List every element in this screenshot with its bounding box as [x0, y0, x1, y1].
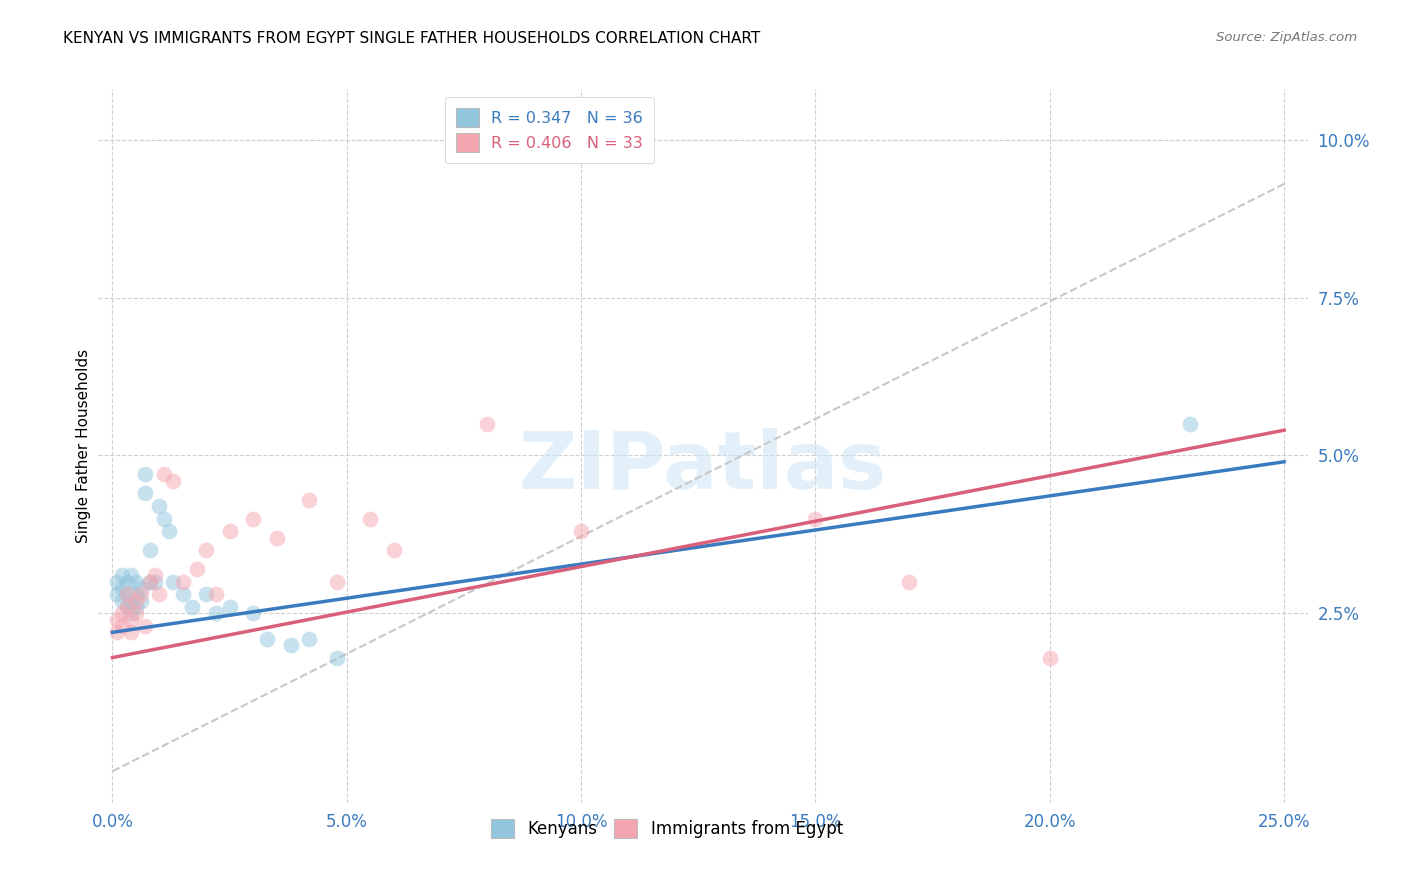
Point: [134, 619, 156, 633]
Point: [105, 625, 128, 640]
Point: [129, 593, 152, 607]
Point: [115, 587, 138, 601]
Point: [172, 587, 194, 601]
Point: [153, 511, 176, 525]
Point: [195, 587, 218, 601]
Point: [111, 607, 134, 621]
Point: [129, 587, 152, 601]
Point: [172, 574, 194, 589]
Point: [143, 574, 166, 589]
Y-axis label: Single Father Households: Single Father Households: [76, 349, 91, 543]
Point: [111, 619, 134, 633]
Point: [898, 574, 921, 589]
Point: [298, 492, 321, 507]
Point: [125, 600, 148, 615]
Point: [129, 581, 152, 595]
Point: [139, 574, 162, 589]
Point: [162, 574, 184, 589]
Point: [125, 574, 148, 589]
Point: [266, 531, 288, 545]
Point: [204, 607, 226, 621]
Point: [115, 600, 138, 615]
Point: [195, 543, 218, 558]
Point: [139, 543, 162, 558]
Legend: Kenyans, Immigrants from Egypt: Kenyans, Immigrants from Egypt: [484, 812, 849, 845]
Point: [105, 574, 128, 589]
Point: [1039, 650, 1062, 665]
Point: [1180, 417, 1202, 431]
Point: [326, 650, 349, 665]
Point: [143, 568, 166, 582]
Point: [120, 613, 142, 627]
Point: [359, 511, 381, 525]
Point: [125, 587, 148, 601]
Point: [115, 574, 138, 589]
Point: [569, 524, 592, 539]
Point: [115, 587, 138, 601]
Point: [204, 587, 226, 601]
Point: [125, 607, 148, 621]
Point: [298, 632, 321, 646]
Point: [186, 562, 208, 576]
Point: [804, 511, 827, 525]
Point: [111, 581, 134, 595]
Point: [280, 638, 302, 652]
Point: [162, 474, 184, 488]
Point: [148, 499, 170, 513]
Text: ZIPatlas: ZIPatlas: [519, 428, 887, 507]
Text: KENYAN VS IMMIGRANTS FROM EGYPT SINGLE FATHER HOUSEHOLDS CORRELATION CHART: KENYAN VS IMMIGRANTS FROM EGYPT SINGLE F…: [63, 31, 761, 46]
Point: [218, 524, 240, 539]
Point: [256, 632, 278, 646]
Point: [148, 587, 170, 601]
Point: [115, 600, 138, 615]
Text: Source: ZipAtlas.com: Source: ZipAtlas.com: [1216, 31, 1357, 45]
Point: [382, 543, 405, 558]
Point: [111, 593, 134, 607]
Point: [105, 587, 128, 601]
Point: [153, 467, 176, 482]
Point: [477, 417, 499, 431]
Point: [134, 486, 156, 500]
Point: [139, 574, 162, 589]
Point: [120, 593, 142, 607]
Point: [181, 600, 204, 615]
Point: [120, 568, 142, 582]
Point: [134, 467, 156, 482]
Point: [120, 607, 142, 621]
Point: [125, 593, 148, 607]
Point: [218, 600, 240, 615]
Point: [105, 613, 128, 627]
Point: [326, 574, 349, 589]
Point: [242, 607, 264, 621]
Point: [242, 511, 264, 525]
Point: [111, 568, 134, 582]
Point: [157, 524, 180, 539]
Point: [120, 625, 142, 640]
